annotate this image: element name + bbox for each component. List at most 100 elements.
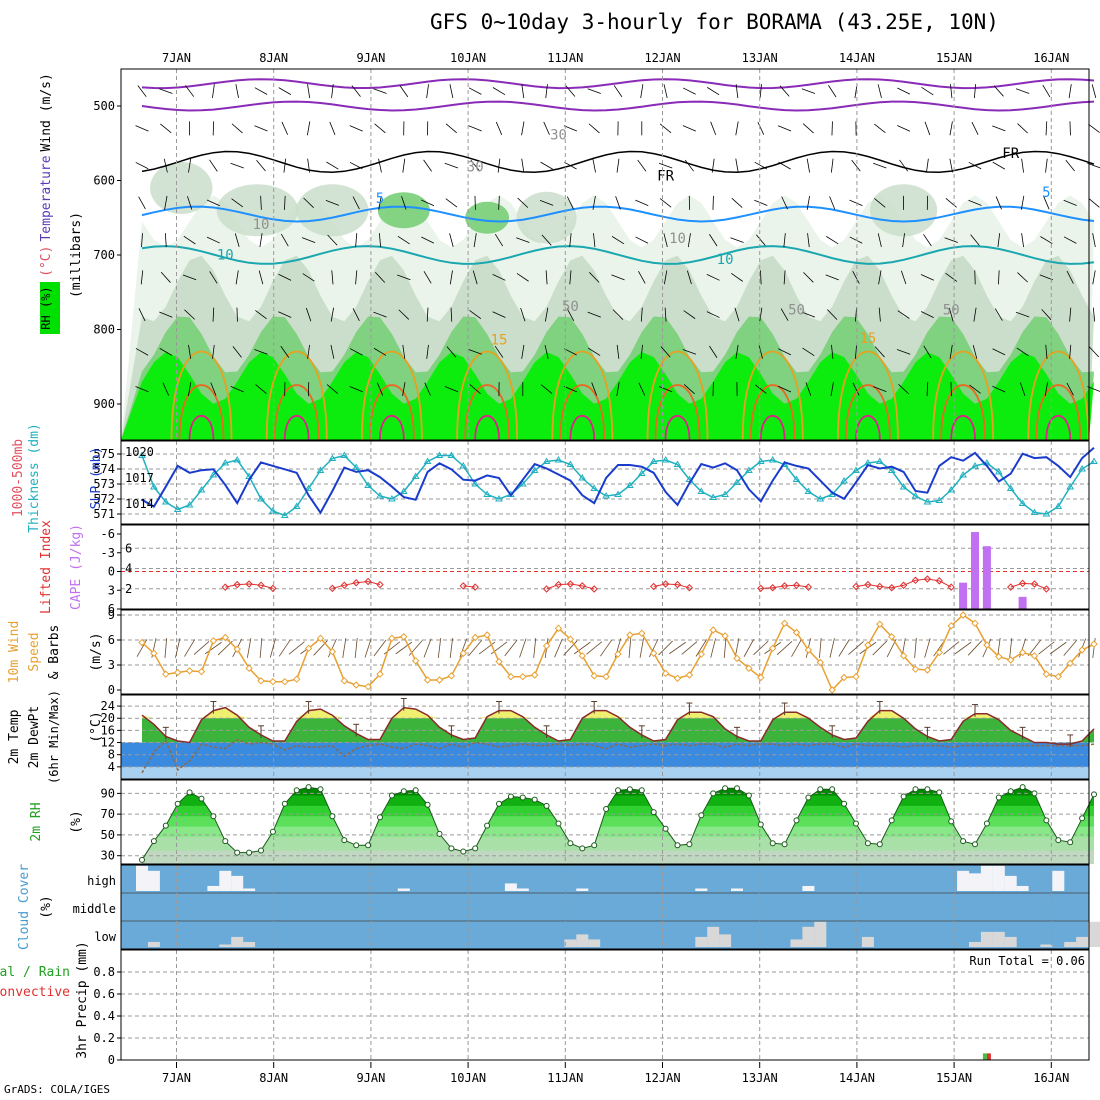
wind-barb: [160, 271, 171, 283]
wind-barb: [159, 348, 173, 356]
cloud-bar-low: [707, 926, 720, 947]
lifted-line: [546, 583, 595, 590]
isotherm-line: [141, 205, 1095, 223]
lifted-point: [340, 581, 349, 589]
wind-speed-point: [400, 632, 408, 641]
wind-barb: [423, 159, 432, 172]
rh-point: [174, 800, 181, 807]
isotherm-loop: [940, 384, 986, 441]
thickness-point: [1078, 465, 1086, 472]
wind-barb: [259, 233, 263, 248]
wind-barb: [658, 640, 673, 656]
wind-barb: [373, 639, 387, 657]
wind-barb: [873, 386, 887, 392]
wind10-panel: 9 6 3 0: [108, 608, 1098, 697]
pressure-tick-label: 700: [93, 248, 115, 262]
panel-frame: [120, 694, 1090, 780]
wind-speed-point: [221, 633, 230, 642]
wind-speed-point: [709, 626, 717, 634]
lifted-point: [768, 584, 777, 592]
wind-speed-point: [447, 672, 456, 680]
wind-barb: [851, 159, 861, 172]
wind-barb: [355, 270, 358, 285]
wind-barb: [639, 638, 644, 658]
wind-barb: [669, 641, 686, 655]
lifted-point: [792, 581, 801, 589]
rh-fill-band: [142, 787, 1094, 806]
precip-tick-label: 0.8: [93, 965, 115, 979]
wind-barb: [754, 199, 768, 206]
wind-speed-point: [602, 672, 610, 681]
rh-tick-label: 50: [101, 828, 115, 842]
wind-barb: [682, 87, 696, 95]
rh-point: [841, 800, 848, 807]
rh-point: [1079, 815, 1086, 822]
wind-barb: [779, 85, 790, 97]
slp-tick-label: 1014: [125, 497, 154, 511]
isotherm-loop: [456, 350, 518, 441]
rh-point: [1067, 839, 1074, 846]
rh-point: [638, 787, 645, 794]
wind-speed-point: [340, 677, 349, 685]
wind-speed-point: [971, 619, 979, 628]
wind-barb: [254, 87, 268, 95]
rh-shading-blob: [516, 191, 577, 244]
rh-point: [876, 841, 883, 848]
panel-y-label: Cloud Cover: [17, 864, 32, 950]
isotherm-loop: [741, 350, 804, 441]
cloud-bar-low: [564, 939, 577, 947]
wind-barb: [1017, 272, 1028, 283]
thickness-point: [1066, 483, 1075, 490]
thickness-point: [614, 490, 622, 497]
wind-barb: [426, 307, 429, 322]
wind-barb: [504, 639, 518, 657]
isotherm-line: [141, 100, 1095, 112]
rh-point: [912, 786, 919, 793]
thickness-tick-label: 574: [93, 462, 115, 476]
wind-barb: [188, 158, 192, 173]
panel-frame: [120, 949, 1090, 1061]
thickness-point: [447, 451, 456, 458]
cloud-bar-low: [814, 921, 827, 947]
top-date-label: 9JAN: [356, 51, 385, 65]
thickness-point: [590, 484, 599, 491]
wind-barb: [497, 158, 501, 173]
wind-barb: [993, 85, 1004, 97]
wind-barb: [1015, 88, 1030, 94]
panel-y-label-part: SLP (mb): [89, 447, 104, 510]
pressure-tick-label: 600: [93, 174, 115, 188]
wind-barb: [827, 309, 838, 320]
cloud-bar-high: [957, 870, 970, 891]
wind-barb: [288, 641, 305, 655]
wind-barb: [254, 349, 268, 355]
wind-barb: [954, 641, 972, 655]
thickness-point: [197, 486, 206, 493]
cloud-bar-high: [1004, 875, 1017, 891]
wind-barb: [849, 236, 863, 244]
thickness-point: [161, 498, 170, 505]
wind-barb: [968, 199, 982, 206]
wind-barb: [209, 159, 218, 172]
wind-speed-point: [352, 681, 360, 689]
wind-barb: [470, 159, 480, 172]
wind-barb: [637, 159, 647, 172]
contour-label: 15: [859, 331, 876, 347]
wind-barb: [449, 270, 453, 285]
thickness-point: [483, 490, 491, 497]
wind-barb: [302, 273, 315, 282]
panel-y-label-part: (%): [39, 895, 54, 918]
wind-speed-point: [959, 611, 967, 619]
wind-speed-point: [983, 641, 991, 649]
rh-point: [924, 786, 931, 793]
bottom-date-label: 13JAN: [742, 1071, 778, 1085]
wind-barb: [374, 271, 386, 283]
cloud-bar-low: [219, 944, 232, 947]
isotherm-loop: [559, 384, 606, 441]
dewpoint-fill-low: [121, 766, 1089, 779]
wind-barb: [923, 234, 932, 247]
wind-barb: [803, 272, 814, 283]
wind-barb: [589, 272, 600, 283]
lifted-point: [649, 582, 658, 591]
wind-barb: [325, 199, 340, 206]
